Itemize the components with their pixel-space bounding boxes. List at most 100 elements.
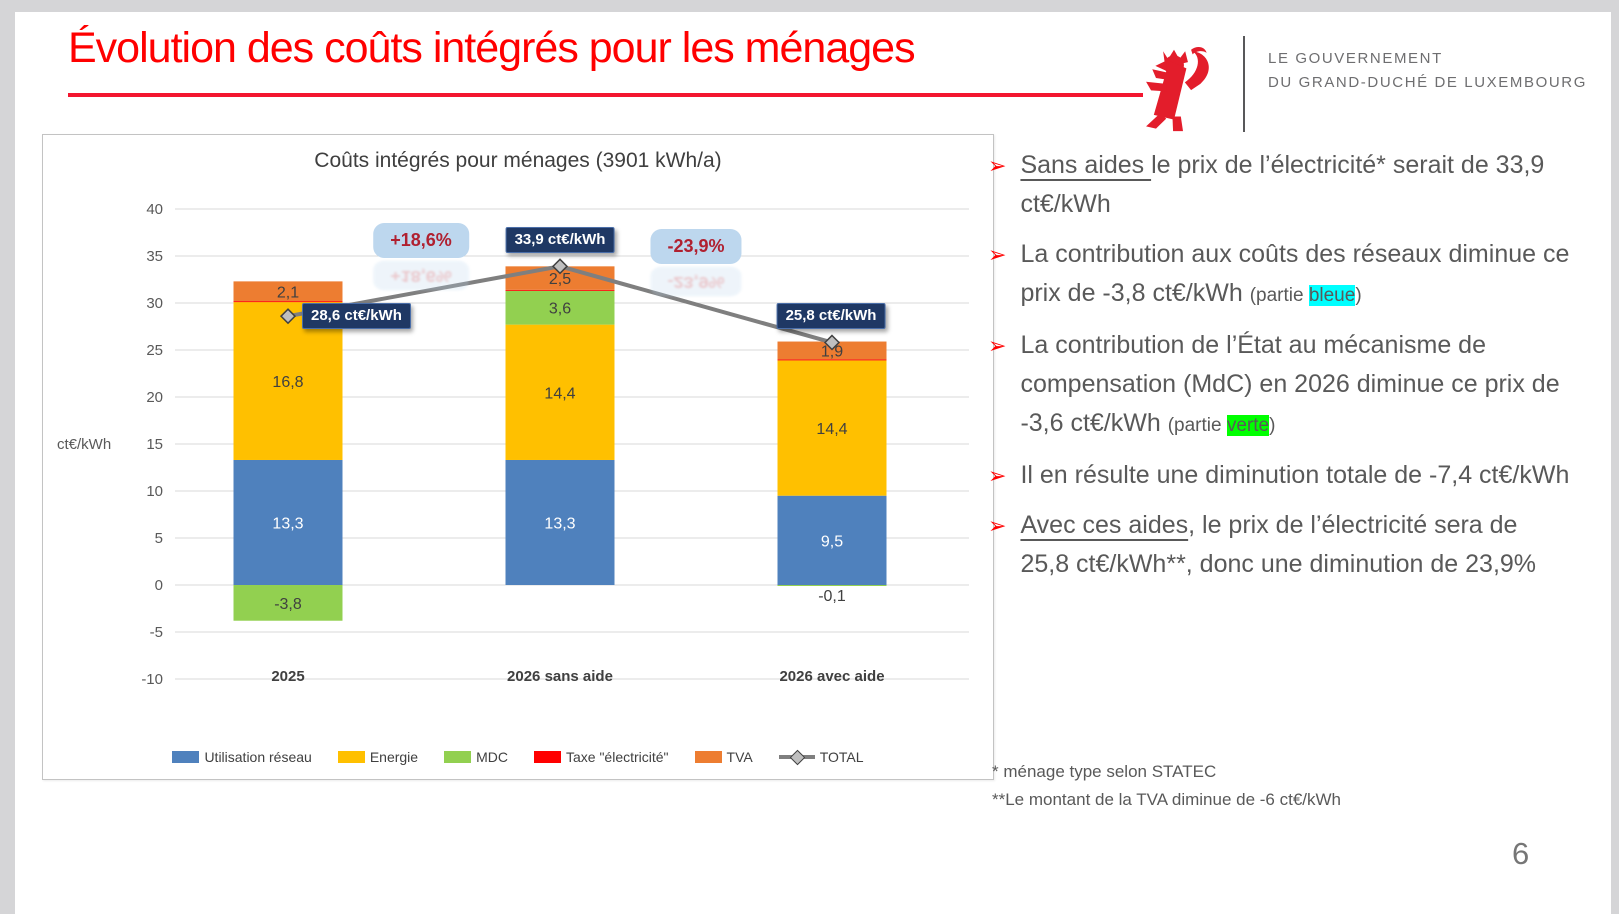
bar-segment-label: 2,5 <box>549 271 571 288</box>
y-tick-label: 20 <box>146 389 163 406</box>
y-tick-label: 35 <box>146 248 163 265</box>
footnote-1: * ménage type selon STATEC <box>992 762 1217 781</box>
text-segment: , le prix de l’électricité sera de 25,8 … <box>1020 511 1537 578</box>
badge-reflection: +18,6% <box>373 260 469 291</box>
legend-swatch <box>444 751 472 763</box>
legend-label: TVA <box>726 749 753 765</box>
gov-line2: DU GRAND-DUCHÉ DE LUXEMBOURG <box>1268 74 1587 91</box>
y-tick-label: -10 <box>141 671 163 688</box>
bar-segment-utilisation-reseau <box>777 495 887 585</box>
logo-divider <box>1243 36 1245 132</box>
legend-label: Taxe "électricité" <box>565 749 669 765</box>
gov-line1: LE GOUVERNEMENT <box>1268 50 1443 67</box>
bullet-text: La contribution aux coûts des réseaux di… <box>1020 235 1573 315</box>
y-tick-label: -5 <box>150 624 163 641</box>
bullet-list: ➢ Sans aides le prix de l’électricité* se… <box>988 146 1573 595</box>
legend-label: Energie <box>369 749 419 765</box>
text-segment: (partie <box>1167 415 1227 436</box>
bar-segment-label: -3,8 <box>274 596 302 613</box>
legend-swatch <box>694 751 722 763</box>
bullet-arrow-icon: ➢ <box>988 242 1007 267</box>
legend-item-tva: TVA <box>694 749 753 765</box>
y-tick-label: 10 <box>146 483 163 500</box>
y-tick-label: 30 <box>146 295 163 312</box>
x-category-label: 2026 avec aide <box>779 668 884 685</box>
total-marker-diamond <box>823 334 841 351</box>
change-percentage-badge: -23,9% -23,9% <box>650 229 742 297</box>
bullet-arrow-icon: ➢ <box>988 463 1007 488</box>
bullet-arrow-icon: ➢ <box>988 513 1007 538</box>
bullet-item: ➢ La contribution de l’État au mécanisme … <box>988 326 1573 445</box>
slide-title: Évolution des coûts intégrés pour les mé… <box>68 24 916 72</box>
legend-item-taxe-electricite: Taxe "électricité" <box>533 749 669 765</box>
y-tick-label: 5 <box>155 530 163 547</box>
legend-label: Utilisation réseau <box>204 749 312 765</box>
bar-segment-taxe-electricite <box>233 301 343 303</box>
total-value-callout: 33,9 ct€/kWh <box>505 227 615 253</box>
bar-segment-mdc <box>233 585 343 621</box>
highlighted-text: bleue <box>1308 285 1356 306</box>
bar-segment-label: 13,3 <box>544 515 575 532</box>
bullet-item: ➢ Sans aides le prix de l’électricité* se… <box>988 146 1573 224</box>
legend-swatch <box>172 751 200 763</box>
badge-text: +18,6% <box>373 223 469 258</box>
legend-swatch <box>533 751 561 763</box>
legend-label: TOTAL <box>819 749 864 765</box>
window-frame-left <box>0 0 15 914</box>
text-segment: La contribution aux coûts des réseaux di… <box>1020 240 1570 307</box>
luxembourg-lion-icon <box>1146 47 1209 132</box>
bar-segment-utilisation-reseau <box>233 459 343 585</box>
highlighted-text: verte <box>1226 415 1270 436</box>
badge-text: -23,9% <box>650 229 742 264</box>
bar-segment-label: 9,5 <box>821 533 843 550</box>
text-segment: La contribution de l’État au mécanisme d… <box>1020 331 1560 437</box>
change-percentage-badge: +18,6% +18,6% <box>373 223 469 291</box>
stacked-bar-chart: 40 35 30 25 20 15 10 5 0 -5 -10 ct€/kWh 13,3 16,8 -3,8… <box>57 201 969 688</box>
x-category-label: 2025 <box>271 668 304 685</box>
text-segment: Avec ces aides <box>1020 511 1189 539</box>
chart-title: Coûts intégrés pour ménages (3901 kWh/a) <box>314 149 722 172</box>
total-marker-diamond <box>551 258 569 275</box>
bar-segment-utilisation-reseau <box>505 459 615 585</box>
text-segment: ) <box>1269 415 1276 436</box>
bullet-text: Il en résulte une diminution totale de -… <box>1020 456 1569 495</box>
window-frame-right <box>1611 0 1619 914</box>
y-tick-label: 15 <box>146 436 163 453</box>
total-value-callout: 25,8 ct€/kWh <box>776 303 886 329</box>
y-tick-label: 0 <box>155 577 163 594</box>
bar-segment-label: -0,1 <box>818 588 846 605</box>
total-line-swatch <box>778 749 815 766</box>
government-logo: LE GOUVERNEMENT DU GRAND-DUCHÉ DE LUXEMB… <box>1122 34 1592 134</box>
bar-segment-label: 14,4 <box>816 421 847 438</box>
bullet-text: Avec ces aides, le prix de l’électricité… <box>1020 506 1573 584</box>
badge-reflection: -23,9% <box>650 266 742 297</box>
legend-item-utilisation-reseau: Utilisation réseau <box>172 749 312 765</box>
chart-panel: Coûts intégrés pour ménages (3901 kWh/a)… <box>42 134 994 780</box>
bullet-arrow-icon: ➢ <box>988 333 1007 358</box>
footnotes: * ménage type selon STATEC **Le montant … <box>992 758 1341 814</box>
legend-item-mdc: MDC <box>444 749 508 765</box>
text-segment: le prix de l’électricité* serait de 33,9… <box>1020 151 1545 218</box>
bar-segment-label: 16,8 <box>272 374 303 391</box>
x-category-label: 2026 sans aide <box>507 668 613 685</box>
title-underline <box>68 93 1143 97</box>
text-segment: Il en résulte une diminution totale de -… <box>1020 461 1570 489</box>
government-name: LE GOUVERNEMENT DU GRAND-DUCHÉ DE LUXEMB… <box>1268 50 1587 98</box>
bar-segment-label: 1,9 <box>821 343 843 360</box>
bar-segment-energie <box>777 360 887 496</box>
window-frame-top <box>0 0 1619 12</box>
bullet-item: ➢ Il en résulte une diminution totale de … <box>988 456 1573 495</box>
bullet-item: ➢ La contribution aux coûts des réseaux d… <box>988 235 1573 315</box>
total-value-callout: 28,6 ct€/kWh <box>302 303 411 329</box>
bar-segment-taxe-electricite <box>777 359 887 361</box>
bar-segment-mdc <box>505 290 615 325</box>
y-tick-label: 25 <box>146 342 163 359</box>
total-marker-diamond <box>279 308 297 325</box>
bar-segment-energie <box>505 324 615 460</box>
text-segment: (partie <box>1249 285 1309 306</box>
bar-segment-tva <box>233 281 343 302</box>
bullet-text: La contribution de l’État au mécanisme d… <box>1020 326 1573 445</box>
legend-label: MDC <box>476 749 508 765</box>
bar-segment-label: 13,3 <box>272 515 303 532</box>
